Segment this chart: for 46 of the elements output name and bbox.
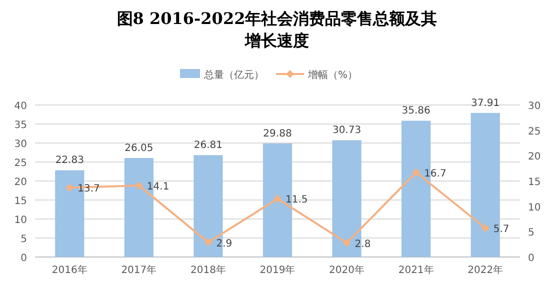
y-tick-label: 15	[14, 196, 27, 207]
y-tick-label: 20	[14, 177, 27, 188]
data-label: 22.83	[55, 155, 84, 166]
data-label: 5.7	[493, 224, 510, 236]
y2-tick-label: 20	[528, 152, 541, 163]
y-tick-label: 10	[14, 215, 27, 226]
point	[66, 184, 74, 192]
data-label: 14.1	[146, 182, 170, 193]
y2-tick-label: 15	[528, 177, 541, 188]
data-label: 29.88	[263, 128, 292, 140]
data-label: 30.73	[332, 125, 362, 136]
y-tick-label: 5	[20, 234, 27, 245]
point	[204, 238, 212, 246]
x-tick-label: 2020年	[329, 264, 365, 276]
y-tick-label: 30	[14, 139, 27, 150]
data-label: 37.91	[471, 98, 500, 109]
y2-tick-label: 10	[528, 202, 541, 214]
x-tick-label: 2022年	[468, 264, 504, 276]
point	[134, 182, 143, 190]
chart-title: 图8 2016-2022年社会消费品零售总额及其增长速度	[116, 9, 438, 50]
y2-tick-label: 30	[528, 101, 541, 112]
x-tick-label: 2016年	[52, 264, 88, 276]
y2-tick-label: 0	[528, 253, 534, 264]
y-tick-label: 25	[14, 158, 27, 169]
x-tick-label: 2017年	[121, 264, 157, 276]
x-tick-label: 2021年	[398, 264, 434, 276]
y-tick-label: 0	[20, 253, 27, 264]
point	[412, 168, 420, 176]
data-label: 11.5	[286, 194, 308, 206]
data-label: 2.9	[216, 238, 232, 250]
y2-tick-label: 25	[528, 126, 541, 138]
y2-tick-label: 5	[528, 228, 534, 239]
x-tick-label: 2018年	[190, 264, 226, 276]
data-label: 26.05	[124, 143, 154, 154]
point	[481, 224, 490, 232]
data-label: 2.8	[354, 238, 371, 250]
data-label: 16.7	[424, 168, 446, 180]
data-label: 26.81	[194, 140, 223, 152]
point	[342, 238, 351, 247]
legend-label: 增幅（%）	[307, 69, 358, 81]
y-tick-label: 35	[14, 120, 27, 131]
point	[274, 194, 282, 203]
y-tick-label: 40	[14, 101, 27, 112]
data-label: 35.86	[402, 106, 430, 117]
legend-label: 总量（亿元）	[203, 69, 264, 81]
x-tick-label: 2019年	[260, 264, 296, 276]
